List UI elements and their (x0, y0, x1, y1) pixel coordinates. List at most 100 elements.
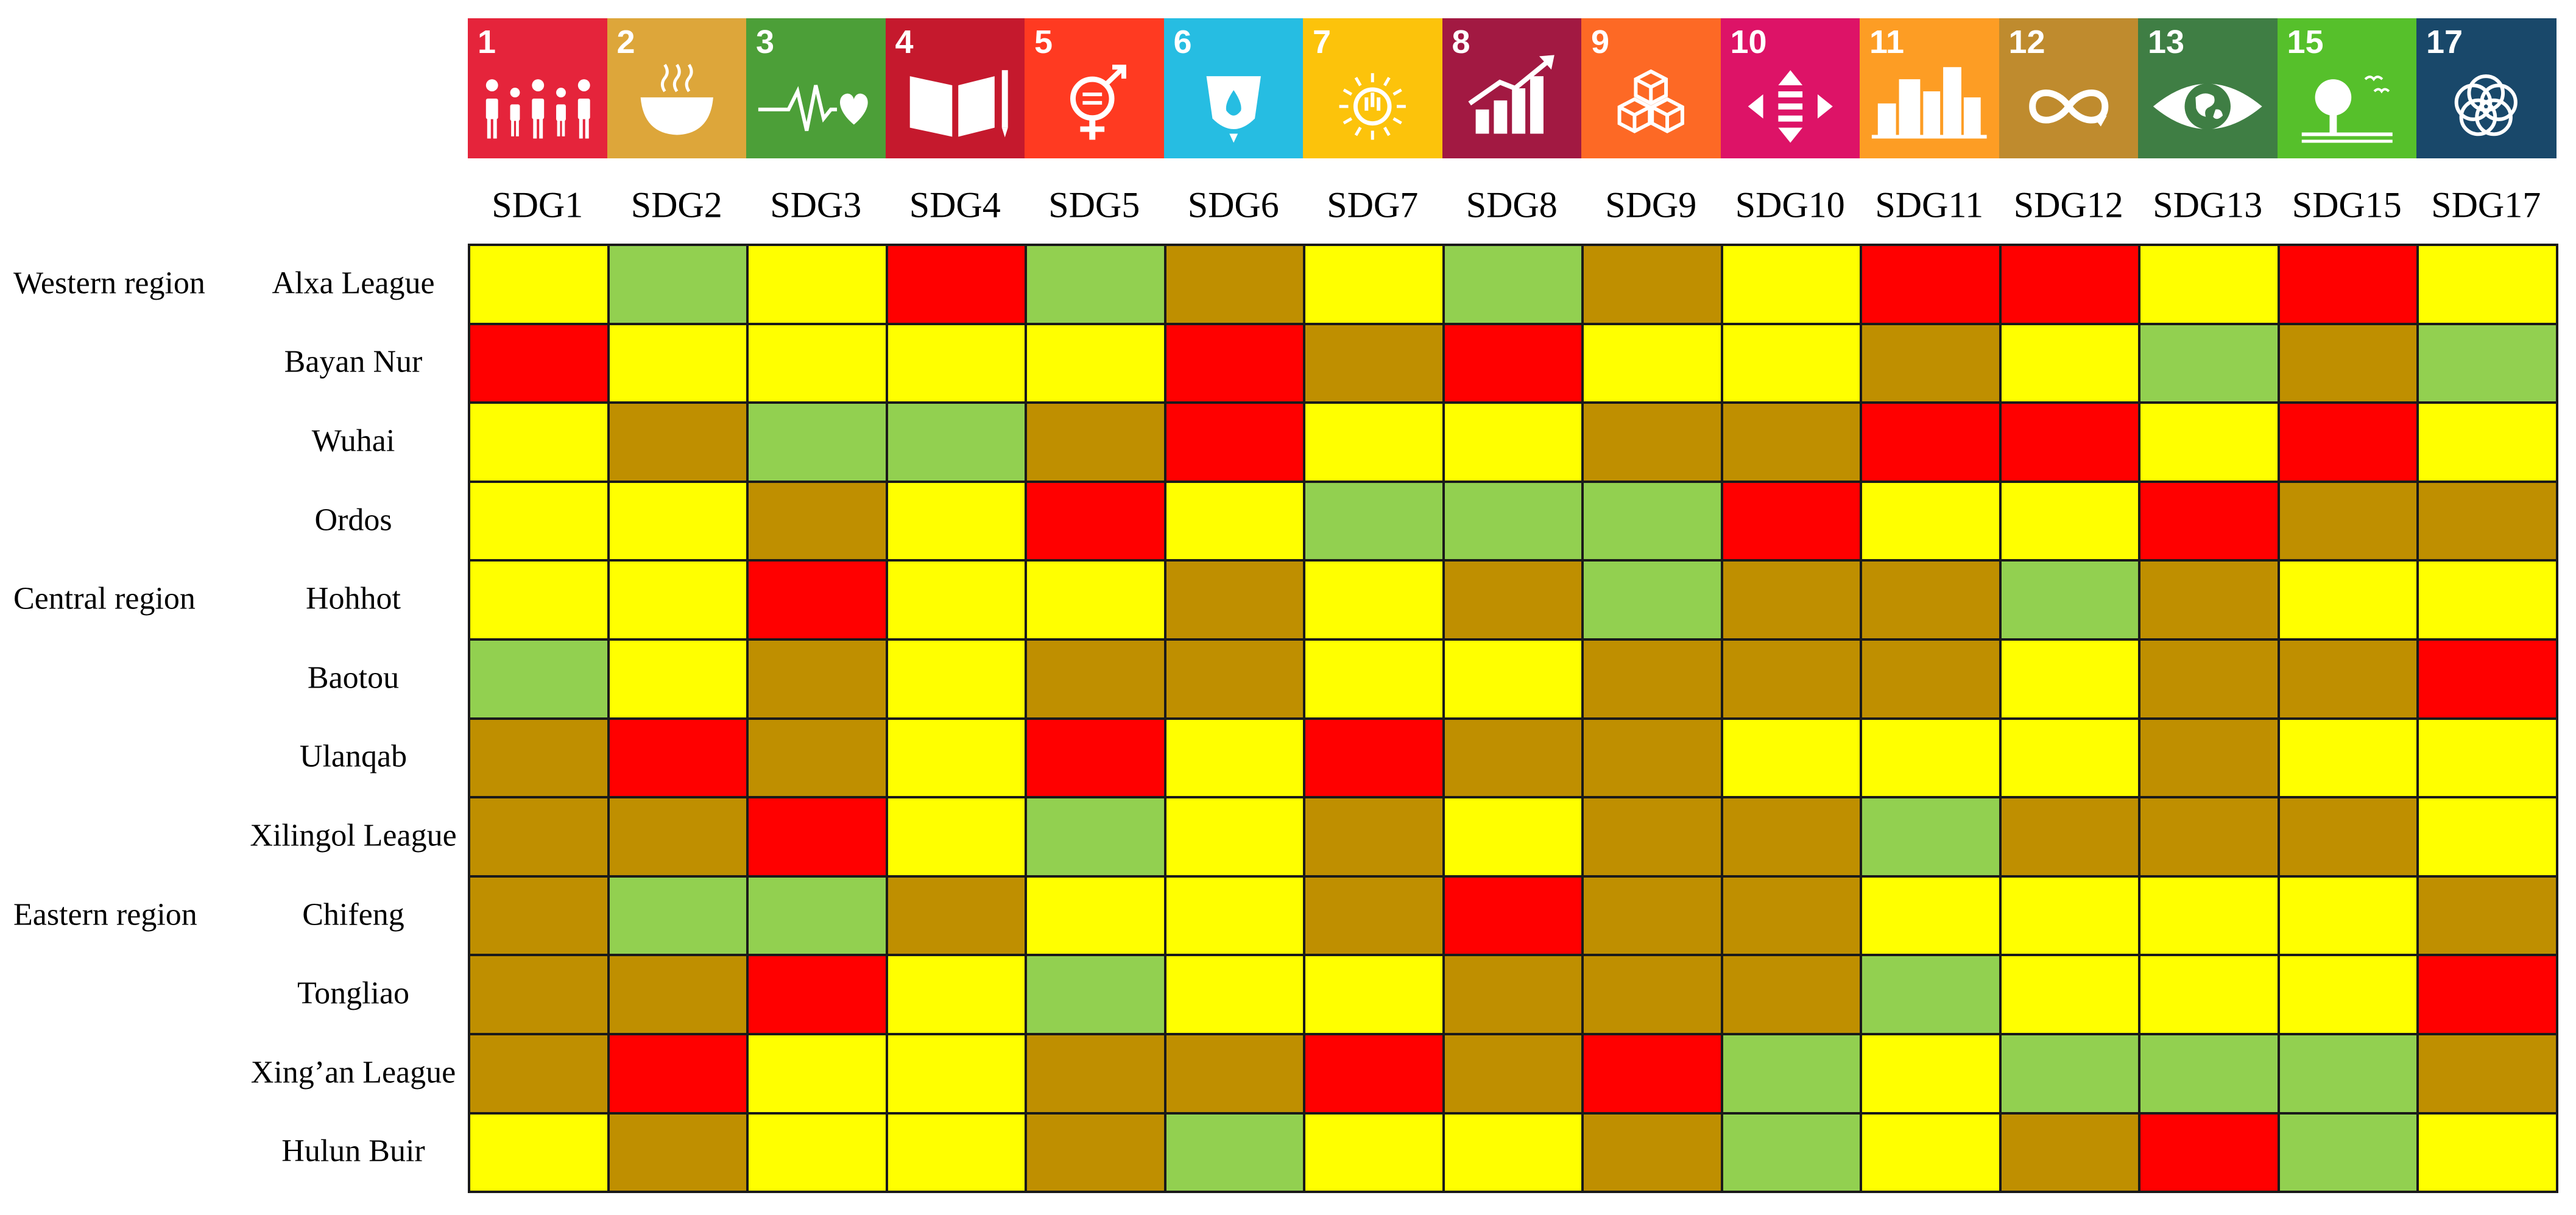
heatmap-cell (2416, 875, 2558, 957)
heatmap-cell (2138, 1111, 2280, 1194)
heatmap-cell (1303, 244, 1445, 325)
heatmap-cell (468, 244, 610, 325)
heatmap-cell (885, 1111, 1027, 1194)
heatmap-cell (1860, 559, 2002, 641)
heatmap-cell (1720, 480, 1862, 562)
heatmap-cell (468, 559, 610, 641)
heatmap-cell (1860, 1033, 2002, 1115)
heatmap-cell (1163, 244, 1305, 325)
heatmap-cell (1163, 559, 1305, 641)
heatmap-cell (607, 954, 749, 1035)
heatmap-cell (607, 244, 749, 325)
heatmap-cell (1442, 1033, 1584, 1115)
heatmap-cell (1442, 875, 1584, 957)
sdg-column-label: SDG2 (630, 185, 722, 225)
region-label: Central region (13, 581, 196, 616)
heatmap-cell (1303, 1033, 1445, 1115)
heatmap-cell (1860, 796, 2002, 878)
sdg-column-label: SDG11 (1875, 185, 1984, 225)
inequality-arrows-icon (1748, 70, 1833, 143)
heatmap-cell (2416, 401, 2558, 483)
heatmap-cell (746, 480, 888, 562)
heatmap-cell (2416, 1111, 2558, 1194)
heatmap-cell (1999, 1111, 2140, 1194)
heatmap-cell (746, 322, 888, 404)
heatmap-cell (885, 322, 1027, 404)
heatmap-cell (2138, 401, 2280, 483)
heatmap-cell (2277, 1111, 2419, 1194)
city-row-label: Xing’an League (250, 1055, 456, 1090)
heatmap-cell (1163, 875, 1305, 957)
heatmap-cell (1303, 954, 1445, 1035)
sdg-tile-11: 11 (1860, 18, 2000, 158)
heatmap-cell (1720, 796, 1862, 878)
city-row-label: Ulanqab (299, 739, 408, 774)
heatmap-cell (885, 480, 1027, 562)
heatmap-cell (1442, 717, 1584, 799)
rings-icon (2454, 74, 2518, 136)
sdg-tile-15: 15 (2277, 18, 2417, 158)
heatmap-cell (1860, 480, 2002, 562)
heatmap-cell (2416, 480, 2558, 562)
city-row-label: Chifeng (302, 897, 404, 932)
heatmap-cell (468, 796, 610, 878)
heatmap-cell (2416, 322, 2558, 404)
heatmap-cell (885, 954, 1027, 1035)
book-icon (909, 70, 1008, 138)
sdg-tile-number: 1 (478, 24, 496, 60)
heatmap-cell (607, 875, 749, 957)
heatmap-cell (1720, 1033, 1862, 1115)
heatmap-cell (885, 401, 1027, 483)
family-icon (485, 79, 590, 139)
heatmap-cell (2416, 796, 2558, 878)
heatmap-cell (1025, 717, 1166, 799)
heatmap-cell (1025, 1111, 1166, 1194)
heatmap-cell (607, 1033, 749, 1115)
heatmap-cell (1999, 559, 2140, 641)
heatmap-cell (1999, 401, 2140, 483)
heatmap-cell (746, 717, 888, 799)
sdg-tile-number: 3 (756, 24, 775, 60)
heatmap-cell (1163, 1111, 1305, 1194)
heatmap-cell (2138, 717, 2280, 799)
heatmap-cell (1581, 717, 1723, 799)
heatmap-cell (468, 322, 610, 404)
sdg-column-label: SDG12 (2013, 185, 2123, 225)
heatmap-cell (1163, 954, 1305, 1035)
heatmap-cell (1163, 796, 1305, 878)
heatmap-cell (2138, 796, 2280, 878)
heatmap-cell (1025, 244, 1166, 325)
heatmap-cell (1999, 1033, 2140, 1115)
heatmap-cell (746, 796, 888, 878)
region-label: Eastern region (13, 897, 197, 932)
city-buildings-icon (1871, 67, 1987, 139)
heatmap-cell (1581, 796, 1723, 878)
heatmap-cell (1303, 480, 1445, 562)
city-row-label: Alxa League (272, 266, 435, 301)
heatmap-cell (1720, 638, 1862, 720)
heatmap-cell (1720, 875, 1862, 957)
heatmap-cell (1999, 875, 2140, 957)
heatmap-cell (1025, 480, 1166, 562)
sdg-column-label: SDG9 (1605, 185, 1697, 225)
sdg-tile-number: 9 (1591, 24, 1610, 60)
city-row-label: Hulun Buir (281, 1133, 425, 1169)
heatmap-cell (468, 875, 610, 957)
sdg-tile-number: 15 (2287, 24, 2324, 60)
heatmap-cell (746, 638, 888, 720)
heatmap-cell (2277, 717, 2419, 799)
heatmap-cell (1025, 401, 1166, 483)
heatmap-cell (1581, 638, 1723, 720)
heatmap-cell (1999, 638, 2140, 720)
heatmap-cell (607, 796, 749, 878)
heatmap-cell (2416, 1033, 2558, 1115)
heatmap-cell (1999, 244, 2140, 325)
heatmap-cell (1581, 480, 1723, 562)
city-row-label: Tongliao (297, 976, 410, 1011)
heatmap-cell (885, 717, 1027, 799)
heatmap-cell (468, 1033, 610, 1115)
heatmap-cell (1025, 322, 1166, 404)
city-row-label: Bayan Nur (284, 344, 423, 379)
sdg-tile-8: 8 (1442, 18, 1582, 158)
